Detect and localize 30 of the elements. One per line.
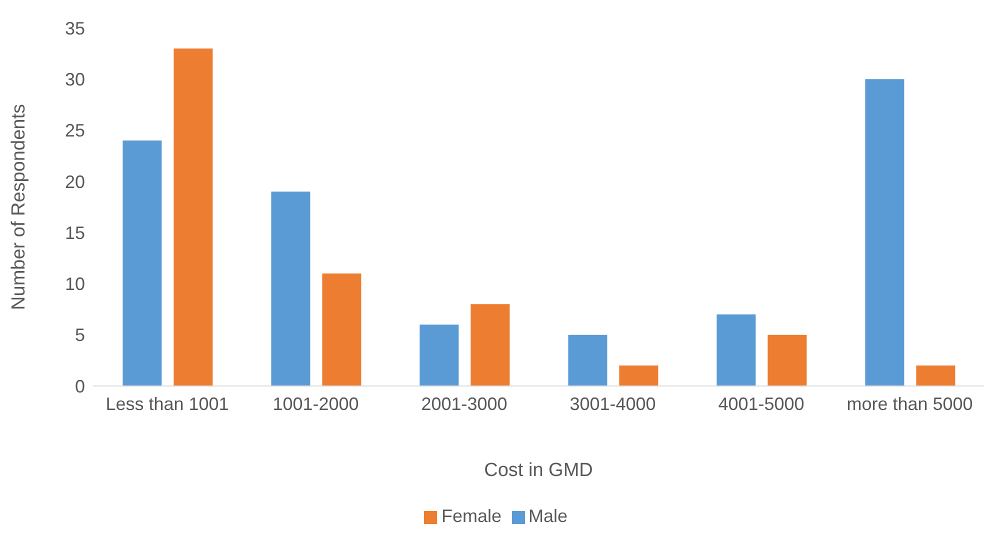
bar <box>122 140 162 386</box>
y-tick-label: 35 <box>64 18 85 38</box>
y-tick-label: 30 <box>64 70 85 90</box>
legend-label: Male <box>528 506 568 526</box>
x-tick-label: 4001-5000 <box>718 394 804 414</box>
x-tick-label: Less than 1001 <box>106 394 229 414</box>
y-tick-label: 0 <box>74 376 85 396</box>
bar <box>916 366 956 386</box>
bar <box>420 324 459 386</box>
bar <box>271 192 310 386</box>
x-tick-label: 3001-4000 <box>570 394 656 414</box>
bar <box>619 366 658 386</box>
x-axis-title: Cost in GMD <box>484 460 593 481</box>
bar <box>716 314 756 386</box>
y-tick-label: 20 <box>64 172 85 192</box>
bar <box>768 334 807 386</box>
bar <box>470 304 510 386</box>
x-tick-label: 2001-3000 <box>421 394 508 414</box>
bar <box>322 273 362 386</box>
y-tick-label: 10 <box>64 274 85 294</box>
x-tick-label: 1001-2000 <box>272 394 359 414</box>
legend-label: Female <box>441 506 502 526</box>
x-tick-label: more than 5000 <box>846 394 973 414</box>
y-tick-label: 5 <box>74 325 85 346</box>
y-axis-title: Number of Respondents <box>8 104 30 310</box>
y-tick-label: 15 <box>64 222 85 243</box>
y-tick-label: 25 <box>64 120 85 141</box>
bar <box>174 48 213 386</box>
bar <box>865 79 904 386</box>
bar <box>568 334 608 386</box>
